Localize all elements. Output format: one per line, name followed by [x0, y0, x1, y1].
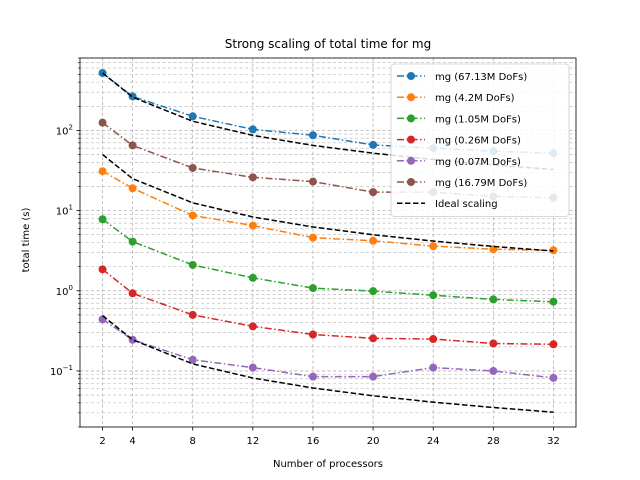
data-point [489, 295, 498, 304]
y-axis-label: total time (s) [21, 207, 32, 272]
legend-marker [407, 114, 415, 123]
legend-label: mg (67.13M DoFs) [435, 72, 527, 83]
x-tick-label: 24 [427, 436, 440, 447]
data-point [188, 310, 197, 319]
data-point [308, 330, 317, 339]
data-point [128, 289, 137, 298]
legend-label: mg (4.2M DoFs) [435, 93, 515, 104]
legend-marker [407, 135, 415, 144]
y-tick-label: 100 [56, 284, 73, 298]
x-tick-label: 20 [367, 436, 380, 447]
data-point [308, 131, 317, 140]
data-point [308, 372, 317, 381]
legend: mg (67.13M DoFs) mg (4.2M DoFs) mg (1.05M … [390, 63, 570, 217]
data-point [128, 184, 137, 193]
data-point [549, 340, 558, 349]
data-point [248, 125, 257, 134]
legend-entry: mg (1.05M DoFs) [397, 114, 521, 125]
data-point [248, 173, 257, 182]
data-point [188, 355, 197, 364]
legend-label: Ideal scaling [435, 199, 498, 210]
series-2 [98, 215, 558, 306]
data-point [429, 363, 438, 372]
x-tick-label: 32 [547, 436, 560, 447]
data-point [429, 242, 438, 251]
data-point [369, 372, 378, 381]
data-point [549, 246, 558, 255]
legend-entry: mg (0.07M DoFs) [397, 156, 521, 168]
data-point [549, 297, 558, 306]
x-tick-label: 28 [487, 436, 500, 447]
ideal-scaling-line [102, 153, 554, 252]
data-point [429, 335, 438, 344]
data-point [248, 273, 257, 282]
x-axis-label: Number of processors [273, 459, 383, 470]
legend-label: mg (0.07M DoFs) [435, 157, 521, 168]
legend-entry: mg (16.79M DoFs) [397, 178, 527, 189]
data-point [308, 177, 317, 186]
legend-entry: Ideal scaling [397, 199, 498, 210]
data-point [188, 211, 197, 220]
y-tick-label: 10−1 [50, 364, 73, 378]
series-3 [98, 265, 558, 349]
x-tick-label: 4 [129, 436, 135, 447]
data-point [489, 339, 498, 348]
data-point [128, 92, 137, 101]
legend-entry: mg (0.26M DoFs) [397, 135, 521, 147]
series-4 [98, 315, 558, 382]
legend-marker [407, 178, 415, 186]
legend-marker [407, 72, 415, 80]
data-point [308, 284, 317, 293]
data-point [98, 215, 107, 224]
data-point [188, 112, 197, 121]
legend-marker [407, 93, 415, 102]
data-point [98, 265, 107, 274]
data-point [128, 237, 137, 246]
data-point [489, 366, 498, 375]
data-point [98, 118, 107, 127]
data-point [308, 233, 317, 242]
data-point [369, 140, 378, 149]
data-point [128, 141, 137, 150]
series-line [102, 218, 554, 303]
ideal-scaling-line [102, 315, 554, 413]
data-point [369, 236, 378, 245]
chart-title: Strong scaling of total time for mg [225, 37, 431, 51]
legend-box [390, 63, 570, 217]
legend-label: mg (16.79M DoFs) [435, 178, 527, 189]
x-tick-label: 8 [190, 436, 196, 447]
legend-entry: mg (67.13M DoFs) [397, 72, 527, 83]
x-tick-label: 2 [99, 436, 105, 447]
data-point [549, 373, 558, 382]
data-point [248, 221, 257, 230]
plot-frame [79, 57, 577, 428]
legend-marker [407, 156, 415, 165]
data-point [369, 287, 378, 296]
series-1 [98, 167, 558, 255]
data-point [248, 363, 257, 372]
legend-label: mg (1.05M DoFs) [435, 114, 521, 125]
data-point [188, 163, 197, 172]
data-point [98, 167, 107, 176]
x-tick-label: 16 [307, 436, 320, 447]
data-point [369, 334, 378, 343]
data-point [248, 322, 257, 331]
y-tick-label: 101 [56, 204, 73, 218]
data-point [369, 188, 378, 197]
y-tick-label: 102 [56, 123, 73, 137]
legend-label: mg (0.26M DoFs) [435, 136, 521, 147]
x-tick-label: 12 [246, 436, 259, 447]
data-point [429, 291, 438, 300]
data-point [188, 260, 197, 269]
series-line [102, 268, 554, 346]
legend-entry: mg (4.2M DoFs) [397, 93, 515, 104]
